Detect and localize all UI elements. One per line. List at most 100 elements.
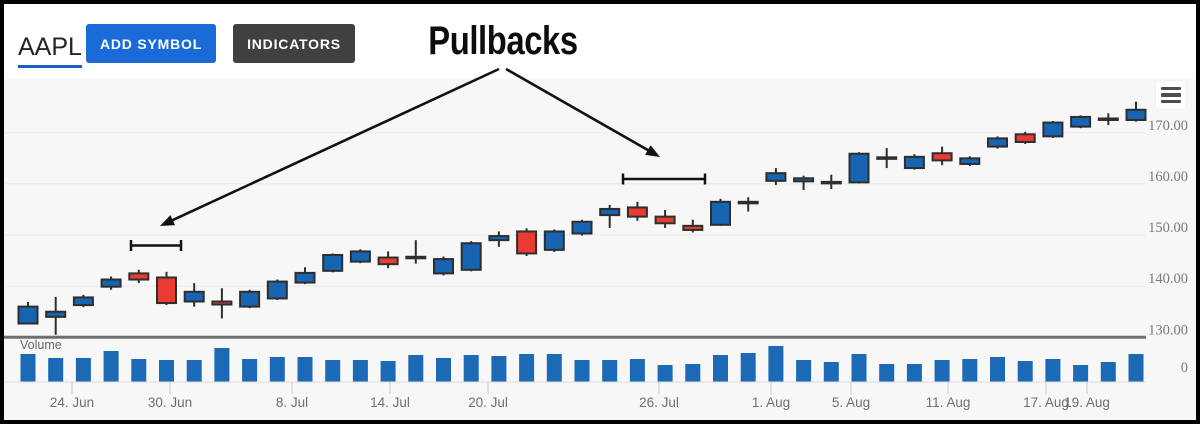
candle-body xyxy=(488,235,510,242)
date-tick-label: 11. Aug xyxy=(926,395,971,410)
volume-axis-zero-label: 0 xyxy=(1181,360,1188,376)
volume-bar xyxy=(990,357,1005,382)
price-axis-label: 160.00 xyxy=(1148,169,1188,185)
price-axis-label: 140.00 xyxy=(1148,271,1188,287)
volume-bar xyxy=(629,359,645,382)
date-tick-label: 17. Aug xyxy=(1023,395,1069,410)
volume-bar xyxy=(20,354,36,382)
hamburger-menu-button[interactable] xyxy=(1156,81,1186,109)
chart-background xyxy=(4,79,1196,420)
candle-body xyxy=(848,152,870,184)
candle-body xyxy=(654,215,676,225)
volume-bar xyxy=(1128,354,1144,382)
volume-bar xyxy=(851,354,867,382)
candle-body xyxy=(959,157,981,165)
candle-body xyxy=(72,296,94,307)
volume-bar xyxy=(1073,365,1089,382)
volume-bar xyxy=(713,355,728,382)
volume-bar xyxy=(436,358,451,382)
volume-bar xyxy=(602,360,618,382)
add-symbol-button[interactable]: ADD SYMBOL xyxy=(86,24,216,63)
volume-bar xyxy=(75,358,91,382)
candle-doji-bar xyxy=(737,200,759,205)
date-tick-label: 8. Jul xyxy=(276,395,308,410)
candle-body xyxy=(294,271,316,284)
candle-body xyxy=(322,253,344,272)
volume-bar xyxy=(906,364,922,382)
candle-body xyxy=(433,258,454,275)
volume-bar xyxy=(934,360,950,382)
candle-body xyxy=(793,177,815,183)
candle-body xyxy=(45,310,67,318)
candle-body xyxy=(460,242,482,271)
candle-doji-bar xyxy=(876,156,898,160)
candle-body xyxy=(266,280,288,300)
candle-body xyxy=(1042,121,1064,138)
volume-bar xyxy=(297,357,313,382)
volume-bar xyxy=(352,360,368,382)
volume-bar xyxy=(380,361,396,382)
date-tick-label: 1. Aug xyxy=(752,395,790,410)
candle-body xyxy=(1070,115,1092,128)
candle-body xyxy=(682,224,704,231)
indicators-button[interactable]: INDICATORS xyxy=(233,24,355,63)
symbol-tab-aapl[interactable]: AAPL xyxy=(18,33,82,68)
date-tick-label: 30. Jun xyxy=(148,395,192,410)
candle-body xyxy=(211,300,233,306)
volume-bar xyxy=(325,360,341,382)
volume-bar xyxy=(685,364,701,382)
price-axis-label: 130.00 xyxy=(1148,322,1188,338)
volume-bar xyxy=(1100,362,1116,382)
annotation-title: Pullbacks xyxy=(428,19,578,63)
chart-canvas[interactable]: 170.00 160.00 150.00 140.00 130.00 0 Volume 24.… xyxy=(4,4,1196,420)
annotation-arrow-line xyxy=(164,67,500,225)
annotation-arrowhead xyxy=(645,145,660,157)
candle-body xyxy=(349,250,371,263)
volume-bar xyxy=(408,355,424,382)
volume-bar xyxy=(657,365,673,382)
volume-bar xyxy=(823,362,839,382)
volume-bar xyxy=(740,353,756,382)
annotation-arrow-line xyxy=(505,67,656,156)
candle-body xyxy=(128,272,150,281)
candle-doji-bar xyxy=(820,180,842,185)
volume-panel-label: Volume xyxy=(20,338,62,352)
charting-app: 170.00 160.00 150.00 140.00 130.00 0 Volume 24.… xyxy=(4,4,1196,420)
candle-body xyxy=(156,276,177,305)
candle-body xyxy=(710,200,731,226)
volume-bar xyxy=(214,348,230,382)
candle-doji-bar xyxy=(1097,117,1119,121)
volume-bar xyxy=(879,364,895,382)
volume-bar xyxy=(131,359,147,382)
candle-doji-bar xyxy=(405,255,427,260)
hamburger-icon xyxy=(1161,86,1181,91)
candle-body xyxy=(100,278,122,288)
candle-body xyxy=(987,137,1008,148)
candle-body xyxy=(239,290,261,308)
volume-bar xyxy=(574,360,590,382)
candle-body xyxy=(1125,108,1147,121)
candle-body xyxy=(626,206,648,218)
volume-bar xyxy=(463,355,479,382)
volume-bar xyxy=(962,359,978,382)
volume-bar xyxy=(1017,361,1033,382)
candle-body xyxy=(571,220,593,235)
volume-bar xyxy=(186,360,202,382)
volume-bar xyxy=(796,360,812,382)
volume-bar xyxy=(519,354,535,382)
candle-body xyxy=(765,172,787,182)
candle-body xyxy=(903,155,925,170)
candle-body xyxy=(516,230,538,255)
candle-body xyxy=(599,207,621,217)
volume-bar xyxy=(768,346,784,382)
volume-bar xyxy=(242,359,258,382)
volume-bar xyxy=(159,360,174,382)
volume-bar xyxy=(1045,359,1061,382)
date-tick-label: 5. Aug xyxy=(832,395,870,410)
candle-body xyxy=(183,290,205,303)
candle-body xyxy=(931,152,953,162)
volume-bar xyxy=(546,354,562,382)
volume-bar xyxy=(48,358,64,382)
date-tick-label: 20. Jul xyxy=(468,395,508,410)
price-axis-label: 150.00 xyxy=(1148,220,1188,236)
